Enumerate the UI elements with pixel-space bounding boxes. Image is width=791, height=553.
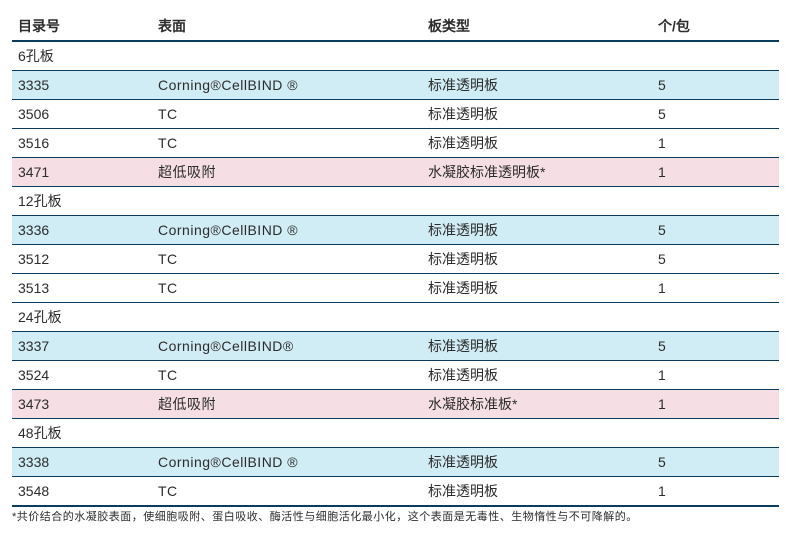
table-row: 3336Corning®CellBIND ®标准透明板5 [12, 216, 779, 245]
cell-platetype: 标准透明板 [422, 448, 652, 477]
cell-perpack: 5 [652, 100, 779, 129]
cell-perpack: 5 [652, 448, 779, 477]
cell-platetype: 标准透明板 [422, 216, 652, 245]
footnote: *共价结合的水凝胶表面，使细胞吸附、蛋白吸收、酶活性与细胞活化最小化，这个表面是… [12, 510, 779, 525]
cell-platetype: 标准透明板 [422, 477, 652, 507]
cell-platetype: 水凝胶标准透明板* [422, 158, 652, 187]
cell-surface: Corning®CellBIND ® [152, 216, 422, 245]
cell-platetype: 水凝胶标准板* [422, 390, 652, 419]
cell-platetype: 标准透明板 [422, 332, 652, 361]
section-title: 48孔板 [12, 419, 779, 448]
cell-platetype: 标准透明板 [422, 245, 652, 274]
cell-surface: TC [152, 477, 422, 507]
cell-platetype: 标准透明板 [422, 129, 652, 158]
table-row: 3512TC标准透明板5 [12, 245, 779, 274]
table-row: 3516TC标准透明板1 [12, 129, 779, 158]
cell-platetype: 标准透明板 [422, 274, 652, 303]
col-surface: 表面 [152, 12, 422, 41]
cell-catalog: 3335 [12, 71, 152, 100]
cell-surface: 超低吸附 [152, 158, 422, 187]
cell-catalog: 3516 [12, 129, 152, 158]
col-platetype: 板类型 [422, 12, 652, 41]
section-title: 24孔板 [12, 303, 779, 332]
cell-catalog: 3512 [12, 245, 152, 274]
section-row: 48孔板 [12, 419, 779, 448]
cell-catalog: 3506 [12, 100, 152, 129]
cell-catalog: 3548 [12, 477, 152, 507]
cell-platetype: 标准透明板 [422, 100, 652, 129]
cell-perpack: 5 [652, 71, 779, 100]
cell-perpack: 1 [652, 390, 779, 419]
cell-perpack: 5 [652, 245, 779, 274]
table-row: 3471超低吸附水凝胶标准透明板*1 [12, 158, 779, 187]
cell-perpack: 5 [652, 216, 779, 245]
table-row: 3524TC标准透明板1 [12, 361, 779, 390]
cell-perpack: 1 [652, 129, 779, 158]
section-row: 12孔板 [12, 187, 779, 216]
cell-surface: TC [152, 100, 422, 129]
cell-surface: TC [152, 245, 422, 274]
table-row: 3338Corning®CellBIND ®标准透明板5 [12, 448, 779, 477]
cell-perpack: 1 [652, 274, 779, 303]
section-title: 6孔板 [12, 41, 779, 71]
cell-catalog: 3473 [12, 390, 152, 419]
cell-catalog: 3524 [12, 361, 152, 390]
cell-catalog: 3338 [12, 448, 152, 477]
col-perpack: 个/包 [652, 12, 779, 41]
table-row: 3548TC标准透明板1 [12, 477, 779, 507]
header-row: 目录号 表面 板类型 个/包 [12, 12, 779, 41]
cell-surface: Corning®CellBIND® [152, 332, 422, 361]
table-body: 6孔板3335Corning®CellBIND ®标准透明板53506TC标准透… [12, 41, 779, 506]
cell-surface: Corning®CellBIND ® [152, 448, 422, 477]
table-row: 3335Corning®CellBIND ®标准透明板5 [12, 71, 779, 100]
cell-catalog: 3513 [12, 274, 152, 303]
cell-catalog: 3337 [12, 332, 152, 361]
cell-platetype: 标准透明板 [422, 361, 652, 390]
cell-surface: TC [152, 361, 422, 390]
section-title: 12孔板 [12, 187, 779, 216]
table-row: 3473超低吸附水凝胶标准板*1 [12, 390, 779, 419]
cell-platetype: 标准透明板 [422, 71, 652, 100]
cell-surface: TC [152, 129, 422, 158]
table-row: 3337Corning®CellBIND®标准透明板5 [12, 332, 779, 361]
table-row: 3506TC标准透明板5 [12, 100, 779, 129]
cell-perpack: 1 [652, 158, 779, 187]
col-catalog: 目录号 [12, 12, 152, 41]
cell-perpack: 5 [652, 332, 779, 361]
cell-surface: TC [152, 274, 422, 303]
table-row: 3513TC标准透明板1 [12, 274, 779, 303]
section-row: 6孔板 [12, 41, 779, 71]
product-table: 目录号 表面 板类型 个/包 6孔板3335Corning®CellBIND ®… [12, 12, 779, 507]
cell-catalog: 3336 [12, 216, 152, 245]
cell-surface: 超低吸附 [152, 390, 422, 419]
section-row: 24孔板 [12, 303, 779, 332]
cell-surface: Corning®CellBIND ® [152, 71, 422, 100]
cell-perpack: 1 [652, 477, 779, 507]
cell-perpack: 1 [652, 361, 779, 390]
cell-catalog: 3471 [12, 158, 152, 187]
